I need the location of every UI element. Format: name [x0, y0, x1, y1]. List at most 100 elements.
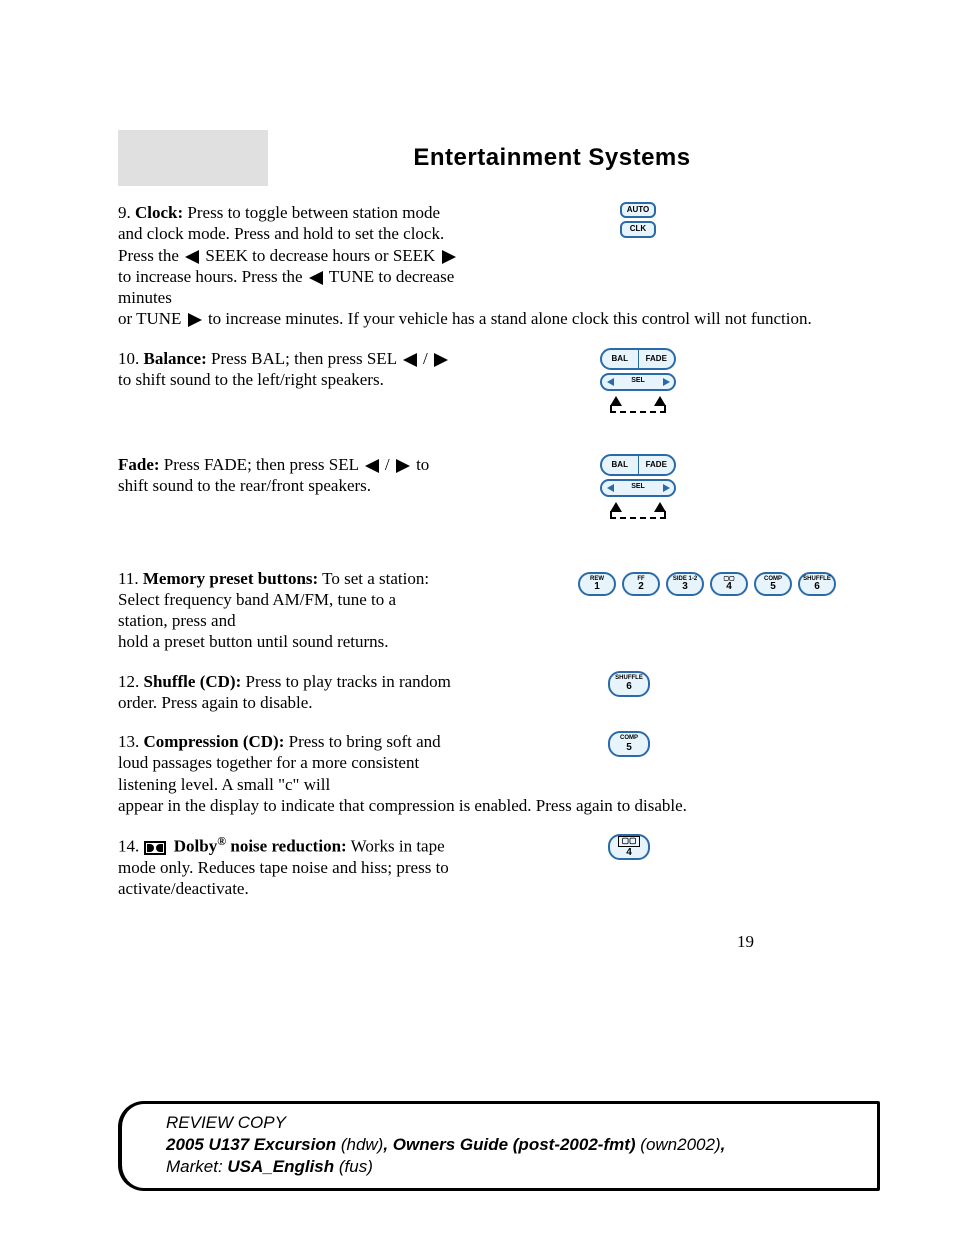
dolby-figure: ▢▢ 4	[608, 834, 650, 860]
item-number: 9.	[118, 203, 131, 222]
item-text: to shift sound to the left/right speaker…	[118, 370, 384, 389]
item-number: 14.	[118, 837, 139, 856]
item-label: noise reduction:	[226, 837, 347, 856]
left-arrow-icon	[403, 353, 417, 367]
item-clock: AUTO CLK 9. Clock: Press to toggle betwe…	[118, 202, 836, 330]
item-label: Dolby	[170, 837, 218, 856]
registered-mark: ®	[217, 834, 226, 848]
item-number: 13.	[118, 732, 139, 751]
clock-figure: AUTO CLK	[620, 202, 656, 238]
item-fade: BAL FADE SEL Fade: Press FADE; then pres…	[118, 454, 836, 550]
sel-right-icon	[663, 378, 670, 386]
right-arrow-icon	[442, 250, 456, 264]
item-number: 11.	[118, 569, 139, 588]
footer-comma: ,	[383, 1135, 392, 1154]
item-label: Memory preset buttons:	[143, 569, 318, 588]
sel-button-graphic: SEL	[600, 479, 676, 497]
bal-fade-button-graphic: BAL FADE	[600, 348, 676, 370]
left-arrow-icon	[309, 271, 323, 285]
preset-number: 5	[770, 582, 776, 592]
right-arrow-icon	[434, 353, 448, 367]
footer-box: REVIEW COPY 2005 U137 Excursion (hdw), O…	[118, 1101, 880, 1191]
section-title: Entertainment Systems	[268, 130, 836, 186]
dolby-icon: ▢▢	[618, 836, 639, 847]
button-number: 5	[626, 742, 632, 753]
item-balance: BAL FADE SEL 10. Balance: Press BAL; the…	[118, 348, 836, 436]
comp-figure: COMP 5	[608, 731, 650, 757]
preset-button-graphic: ▢▢4	[710, 572, 748, 596]
indicator-dashes	[610, 411, 666, 413]
page-number: 19	[654, 932, 754, 952]
footer-own: (own2002)	[636, 1135, 721, 1154]
right-arrow-icon	[396, 459, 410, 473]
footer-fus: (fus)	[334, 1157, 373, 1176]
button-number: 6	[626, 681, 632, 692]
left-arrow-icon	[185, 250, 199, 264]
item-label: Clock:	[135, 203, 183, 222]
footer-market: USA_English	[227, 1157, 334, 1176]
footer-hdw: (hdw)	[336, 1135, 383, 1154]
dolby-button-graphic: ▢▢ 4	[608, 834, 650, 860]
balance-figure: BAL FADE SEL	[600, 348, 676, 413]
item-text: hold a preset button until sound returns…	[118, 631, 836, 652]
item-presets: REW1FF2SIDE 1-23▢▢4COMP5SHUFFLE6 11. Mem…	[118, 568, 836, 653]
right-arrow-icon	[188, 313, 202, 327]
sel-left-icon	[607, 484, 614, 492]
fade-label: FADE	[639, 456, 675, 474]
item-text: to increase hours. Press the	[118, 267, 307, 286]
fade-figure: BAL FADE SEL	[600, 454, 676, 519]
preset-number: 1	[594, 582, 600, 592]
preset-number: 4	[726, 582, 732, 592]
preset-button-graphic: COMP5	[754, 572, 792, 596]
preset-number: 6	[814, 582, 820, 592]
item-dolby: ▢▢ 4 14. Dolby® noise reduction: Works i…	[118, 834, 836, 899]
dolby-icon	[144, 841, 166, 855]
footer-guide: Owners Guide (post-2002-fmt)	[393, 1135, 636, 1154]
preset-number: 2	[638, 582, 644, 592]
clk-button-graphic: CLK	[620, 221, 656, 237]
left-arrow-icon	[365, 459, 379, 473]
bal-label: BAL	[602, 456, 639, 474]
presets-figure: REW1FF2SIDE 1-23▢▢4COMP5SHUFFLE6	[578, 572, 836, 596]
button-number: 4	[626, 847, 632, 858]
item-number: 10.	[118, 349, 139, 368]
shuffle-button-graphic: SHUFFLE 6	[608, 671, 650, 697]
item-label: Fade:	[118, 455, 160, 474]
preset-button-graphic: SIDE 1-23	[666, 572, 704, 596]
comp-button-graphic: COMP 5	[608, 731, 650, 757]
auto-button-graphic: AUTO	[620, 202, 656, 218]
item-shuffle: SHUFFLE 6 12. Shuffle (CD): Press to pla…	[118, 671, 836, 714]
sel-button-graphic: SEL	[600, 373, 676, 391]
preset-button-graphic: REW1	[578, 572, 616, 596]
button-top-label: COMP	[620, 735, 638, 742]
fade-label: FADE	[639, 350, 675, 368]
footer-market-label: Market:	[166, 1157, 227, 1176]
shuffle-figure: SHUFFLE 6	[608, 671, 650, 697]
item-label: Shuffle (CD):	[144, 672, 242, 691]
bal-label: BAL	[602, 350, 639, 368]
footer-vehicle: 2005 U137 Excursion	[166, 1135, 336, 1154]
preset-button-graphic: SHUFFLE6	[798, 572, 836, 596]
footer-review-copy: REVIEW COPY	[166, 1112, 857, 1134]
item-number: 12.	[118, 672, 139, 691]
section-header: Entertainment Systems	[118, 130, 836, 186]
item-label: Balance:	[144, 349, 207, 368]
item-text: to increase minutes. If your vehicle has…	[204, 309, 812, 328]
sel-label: SEL	[618, 377, 658, 386]
page-content: AUTO CLK 9. Clock: Press to toggle betwe…	[118, 186, 836, 899]
item-text: SEEK to decrease hours or SEEK	[201, 246, 439, 265]
preset-button-graphic: FF2	[622, 572, 660, 596]
item-label: Compression (CD):	[144, 732, 285, 751]
item-text: appear in the display to indicate that c…	[118, 795, 836, 816]
item-compression: COMP 5 13. Compression (CD): Press to br…	[118, 731, 836, 816]
footer-comma: ,	[721, 1135, 726, 1154]
indicator-dashes	[610, 517, 666, 519]
header-gray-block	[118, 130, 268, 186]
bal-fade-button-graphic: BAL FADE	[600, 454, 676, 476]
button-top-label: SHUFFLE	[615, 675, 643, 682]
sel-right-icon	[663, 484, 670, 492]
sel-label: SEL	[618, 483, 658, 492]
item-text: or TUNE	[118, 309, 186, 328]
sel-left-icon	[607, 378, 614, 386]
preset-number: 3	[682, 582, 688, 592]
